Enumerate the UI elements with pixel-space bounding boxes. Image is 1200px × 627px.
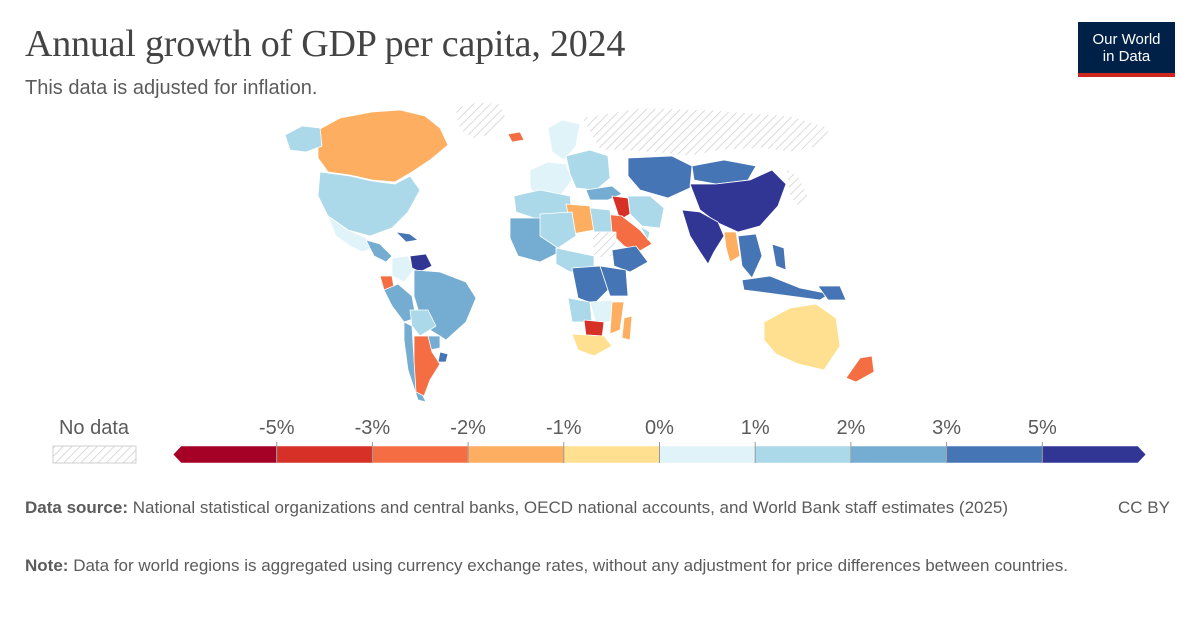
no-data-swatch [52,445,137,464]
legend-bin-5[interactable] [563,445,660,464]
legend-bin-4[interactable] [467,445,565,464]
legend-tick-label-9: 5% [1028,417,1057,439]
note: Note: Data for world regions is aggregat… [25,554,1175,577]
legend-tick-label-7: 2% [836,417,865,439]
region-colombia[interactable]: Colombia [391,255,415,283]
logo-line-1: Our World [1092,31,1161,48]
logo-accent-bar [1078,73,1175,77]
region-kazakhstan-central-asia[interactable]: Kazakhstan & Central Asia [627,155,693,199]
data-source-text: National statistical organizations and c… [132,498,1009,517]
region-myanmar[interactable]: Myanmar [723,231,741,263]
region-south-africa[interactable]: South Africa [571,333,613,357]
legend-bin-2[interactable] [276,445,373,464]
no-data-label: No data [59,417,130,439]
region-madagascar[interactable]: Madagascar [621,315,633,341]
region-east-africa[interactable]: East Africa [599,265,629,297]
region-central-america[interactable]: Central America [365,239,393,263]
legend-bin-7[interactable] [754,445,852,464]
region-chile[interactable]: Chile [403,321,427,403]
legend-bin-6[interactable] [659,445,756,464]
world-map: CanadaUnited StatesAlaskaGreenlandMexico… [284,101,875,403]
region-japan-korea[interactable]: Japan & Korea [785,167,809,209]
region-philippines[interactable]: Philippines [771,243,787,271]
region-egypt[interactable]: Egypt [589,207,613,233]
region-indochina[interactable]: Indochina [737,233,763,279]
region-caribbean[interactable]: Caribbean [395,231,419,243]
region-australia[interactable]: Australia [763,303,841,371]
legend-tick-label-6: 1% [741,417,770,439]
region-iceland[interactable]: Iceland [507,131,525,143]
region-ethiopia[interactable]: Ethiopia [611,245,649,273]
legend-tick-label-3: -2% [450,417,486,439]
legend-tick-label-2: -3% [355,417,391,439]
region-argentina[interactable]: Argentina [413,335,441,397]
region-sahel[interactable]: Sahel [539,211,577,249]
region-indonesia[interactable]: Indonesia [741,275,831,301]
region-scandinavia[interactable]: Scandinavia [547,119,581,161]
data-source-label: Data source: [25,498,128,517]
note-label: Note: [25,556,69,575]
chart-subtitle: This data is adjusted for inflation. [25,77,318,99]
license-label[interactable]: CC BY [1118,498,1170,517]
region-arabian-gulf[interactable]: Arabian Gulf [639,225,651,241]
region-russia[interactable]: Russia [581,107,831,157]
legend-tick-label-4: -1% [546,417,582,439]
note-text: Data for world regions is aggregated usi… [73,556,1068,575]
region-western-europe[interactable]: Western Europe [529,161,573,199]
legend-bin-10[interactable] [1042,445,1147,464]
region-new-zealand[interactable]: New Zealand [845,355,875,383]
logo-line-2: in Data [1102,48,1151,65]
region-iran[interactable]: Iran [627,195,665,229]
legend-bin-8[interactable] [850,445,947,464]
region-alaska[interactable]: Alaska [284,125,323,153]
legend-tick-label-5: 0% [645,417,674,439]
region-venezuela[interactable]: Venezuela [409,253,433,273]
legend-bin-3[interactable] [372,445,469,464]
region-bolivia[interactable]: Bolivia [409,309,437,337]
region-canada[interactable]: Canada [317,109,449,183]
region-mexico[interactable]: Mexico [327,215,375,253]
region-eastern-europe[interactable]: Eastern Europe [565,149,611,191]
region-mozambique[interactable]: Mozambique [609,301,625,335]
region-india[interactable]: India [681,209,725,265]
region-angola[interactable]: Angola [567,297,593,323]
region-papua-new-guinea[interactable]: Papua New Guinea [817,285,847,301]
region-dr-congo[interactable]: DR Congo [571,265,609,305]
region-greenland[interactable]: Greenland [454,101,507,141]
legend-bin-1[interactable] [172,445,277,464]
chart-title: Annual growth of GDP per capita, 2024 [25,23,626,65]
region-iraq[interactable]: Iraq [611,195,631,221]
owid-logo[interactable]: Our World in Data [1078,22,1175,77]
region-uruguay[interactable]: Uruguay [437,351,449,363]
legend-tick-label-1: -5% [259,417,295,439]
legend-bin-9[interactable] [946,445,1043,464]
legend-tick-label-8: 3% [932,417,961,439]
data-source: Data source: National statistical organi… [25,496,1175,519]
